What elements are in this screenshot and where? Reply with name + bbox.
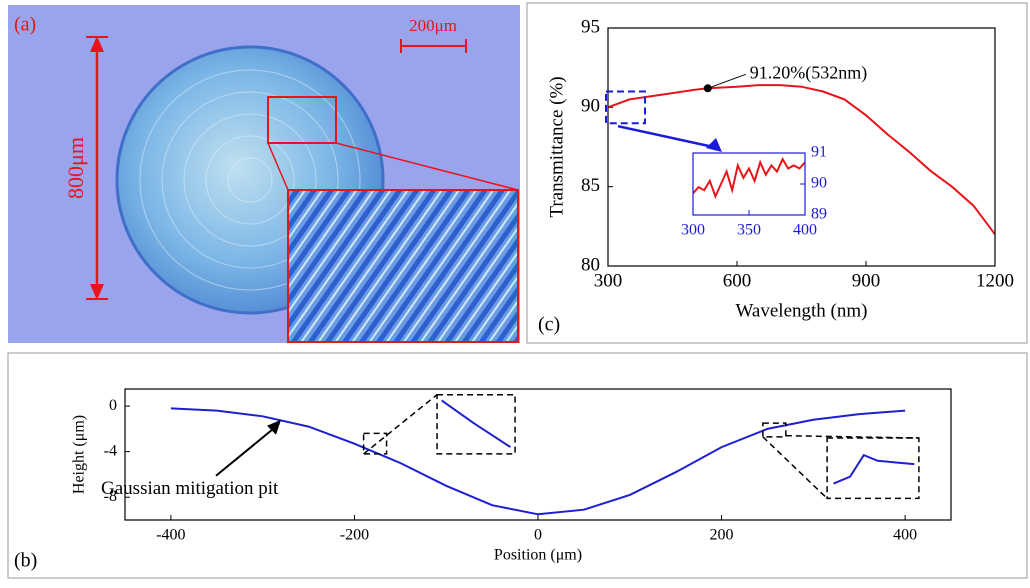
y-axis-label: Height (μm) <box>71 415 88 494</box>
inset-background <box>693 153 805 215</box>
zoom-line <box>267 142 289 191</box>
panel-c-frame <box>526 2 1028 344</box>
plot-frame <box>692 152 806 216</box>
y-axis-label: Transmittance (%) <box>546 76 567 217</box>
x-tick-label: 300 <box>594 270 623 291</box>
x-tick-label: 0 <box>534 527 542 544</box>
arrow-head <box>267 419 282 435</box>
x-tick-label: 1200 <box>976 270 1014 291</box>
zoom-line <box>363 394 438 455</box>
panel-b-frame <box>7 352 1028 579</box>
plot-frame <box>607 27 996 267</box>
inset-pointer <box>617 124 719 150</box>
panel-label: (a) <box>14 14 36 36</box>
zoom-line <box>335 142 519 191</box>
inset-pointer-head <box>706 138 722 152</box>
y-tick-label: 91 <box>811 144 827 161</box>
x-tick-label: 400 <box>893 527 917 544</box>
diameter-arrow <box>86 36 108 300</box>
x-tick-label: 200 <box>710 527 734 544</box>
panel-a: (a) 200μm 800μm <box>8 5 520 343</box>
y-tick-label: 80 <box>581 254 600 275</box>
y-tick-label: 89 <box>811 206 827 223</box>
annotation: 91.20%(532nm) <box>750 62 867 83</box>
y-tick-label: 95 <box>581 16 600 37</box>
scale-bar-label: 200μm <box>409 16 457 35</box>
x-tick-label: 350 <box>737 222 761 239</box>
scale-bar <box>400 39 467 53</box>
y-tick-label: 90 <box>811 175 827 192</box>
y-tick-label: 90 <box>581 96 600 117</box>
y-tick-label: -4 <box>104 442 117 459</box>
zoom-line <box>762 436 828 499</box>
x-axis-label: Position (μm) <box>494 547 582 564</box>
panel-label: (c) <box>538 314 560 336</box>
data-line <box>692 157 806 200</box>
zoom-box <box>762 422 787 438</box>
annotation-line <box>707 73 746 89</box>
plot-frame <box>124 388 952 521</box>
y-tick-label: 0 <box>109 397 117 414</box>
x-tick-label: 400 <box>793 222 817 239</box>
x-tick-label: -400 <box>156 527 185 544</box>
diameter-label: 800μm <box>63 137 88 199</box>
x-tick-label: 600 <box>723 270 752 291</box>
zoom-box <box>362 432 388 455</box>
x-axis-label: Wavelength (nm) <box>736 300 868 321</box>
rings <box>139 69 361 291</box>
x-tick-label: 900 <box>852 270 881 291</box>
annotation: Gaussian mitigation pit <box>101 478 279 499</box>
zoom-inset <box>436 393 516 455</box>
y-tick-label: 85 <box>581 175 600 196</box>
zoom-profile <box>441 399 512 448</box>
annotation-arrow <box>215 424 278 477</box>
zoom-line <box>785 434 919 439</box>
x-tick-label: -200 <box>340 527 369 544</box>
zoom-inset <box>826 437 920 500</box>
inset-region <box>605 90 646 125</box>
x-tick-label: 300 <box>681 222 705 239</box>
zoom-image <box>287 189 519 343</box>
panel-label: (b) <box>14 550 37 572</box>
zoom-profile <box>833 453 915 485</box>
data-line <box>170 407 906 516</box>
data-line <box>607 84 996 235</box>
zoom-box <box>267 96 337 144</box>
y-tick-label: -8 <box>104 488 117 505</box>
